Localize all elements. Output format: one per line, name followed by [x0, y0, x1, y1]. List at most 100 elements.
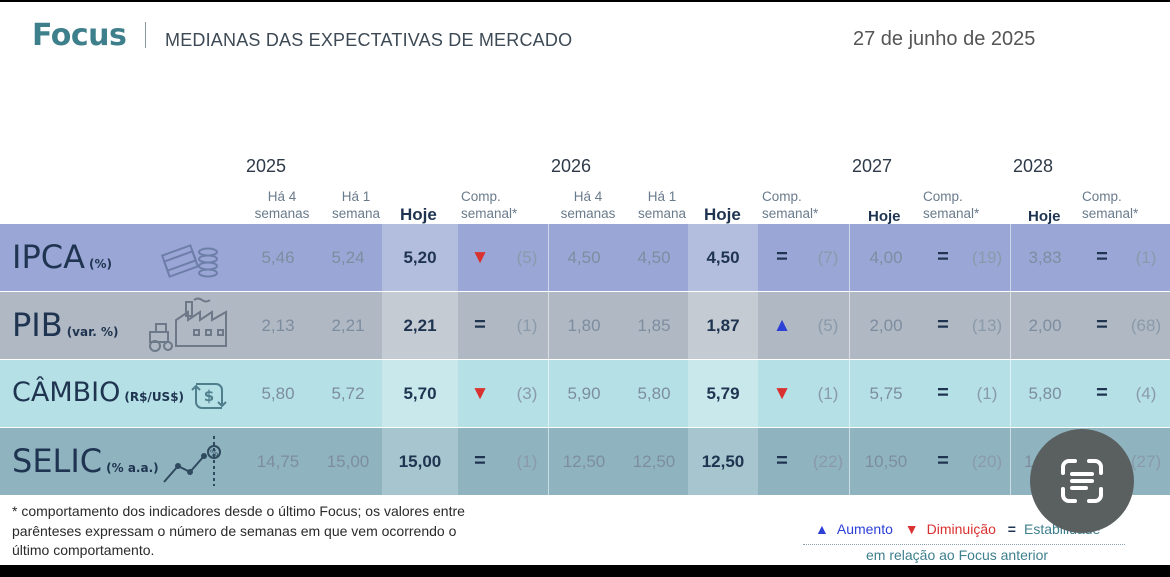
- report-date: 27 de junho de 2025: [853, 28, 1036, 50]
- trend-stable-icon: =: [776, 246, 788, 268]
- year-separator: [849, 224, 850, 291]
- value-weeks4-2026: 1,80: [567, 316, 601, 335]
- trend-stable-icon: =: [474, 314, 486, 336]
- value-weeks1-2026: 5,80: [637, 384, 671, 403]
- indicator-label: CÂMBIO (R$/US$): [12, 377, 185, 408]
- value-weeks1-2025: 15,00: [326, 452, 370, 471]
- header-weeks1-2025: Há 1 semana: [331, 189, 381, 221]
- rate-trend-icon: %: [163, 436, 221, 486]
- year-2026: 2026: [551, 156, 592, 176]
- legend-stable-icon: =: [1007, 521, 1016, 537]
- weeks-count-2026: (22): [812, 452, 844, 471]
- year-separator: [849, 360, 850, 427]
- year-separator: [849, 292, 850, 359]
- value-today-2025: 2,21: [403, 316, 437, 335]
- header-comp-2027: Comp. semanal*: [923, 189, 980, 221]
- trend-down-icon: ▼: [470, 383, 490, 404]
- trend-down-icon: ▼: [772, 383, 792, 404]
- indicator-row-pib: PIB (var. %) 2,13 2,21 2,21 = (1) 1,80 1,…: [0, 292, 1170, 359]
- today-band-2026: [688, 360, 758, 427]
- value-today-2025: 15,00: [398, 452, 442, 471]
- value-today-2026: 12,50: [701, 452, 745, 471]
- today-band-2026: [688, 292, 758, 359]
- value-today-2025: 5,20: [403, 248, 437, 267]
- value-today-2027: 5,75: [869, 384, 903, 403]
- header-comp-2026: Comp. semanal*: [762, 189, 819, 221]
- trend-stable-icon: =: [937, 450, 949, 472]
- today-band-2026: [688, 224, 758, 291]
- weeks-count-2025: (1): [516, 452, 538, 471]
- value-weeks1-2026: 4,50: [637, 248, 671, 267]
- lens-scan-icon: [1061, 459, 1103, 503]
- header-comp-2028: Comp. semanal*: [1082, 189, 1139, 221]
- legend-up-label: Aumento: [836, 521, 893, 537]
- currency-exchange-icon: $: [191, 383, 227, 409]
- weeks-count-2025: (5): [516, 248, 538, 267]
- focus-report: Focus MEDIANAS DAS EXPECTATIVAS DE MERCA…: [0, 2, 1170, 565]
- value-weeks4-2026: 4,50: [567, 248, 601, 267]
- header-today-2025: Hoje: [400, 205, 437, 224]
- year-separator: [548, 292, 549, 359]
- trend-down-icon: ▼: [470, 247, 490, 268]
- value-weeks1-2025: 5,24: [331, 248, 365, 267]
- today-band-2026: [688, 428, 758, 495]
- legend-down-icon: ▼: [904, 521, 919, 537]
- value-today-2028: 3,83: [1028, 248, 1062, 267]
- indicator-row-ipca: IPCA (%) 5,46 5,24 5,20 ▼ (5) 4,50 4,50 4…: [0, 224, 1170, 291]
- value-today-2027: 4,00: [869, 248, 903, 267]
- value-today-2027: 10,50: [864, 452, 908, 471]
- header-weeks1-2026: Há 1 semana: [637, 189, 687, 221]
- today-band-2025: [382, 224, 458, 291]
- value-today-2026: 4,50: [706, 248, 740, 267]
- indicator-label: SELIC (% a.a.): [12, 442, 159, 480]
- svg-text:%: %: [210, 449, 219, 459]
- header-divider: [145, 22, 146, 48]
- indicator-label: PIB (var. %): [12, 306, 119, 344]
- trend-up-icon: ▲: [772, 315, 792, 336]
- weeks-count-2026: (1): [817, 384, 839, 403]
- value-weeks1-2026: 12,50: [632, 452, 676, 471]
- lens-scan-button[interactable]: [1030, 429, 1134, 533]
- svg-text:$: $: [204, 387, 214, 405]
- legend-divider: [803, 544, 1125, 545]
- today-band-2025: [382, 428, 458, 495]
- weeks-count-2028: (1): [1135, 248, 1157, 267]
- footnote: * comportamento dos indicadores desde o …: [12, 503, 465, 558]
- value-weeks1-2025: 5,72: [331, 384, 365, 403]
- value-today-2025: 5,70: [403, 384, 437, 403]
- value-weeks1-2026: 1,85: [637, 316, 671, 335]
- weeks-count-2027: (1): [976, 384, 998, 403]
- weeks-count-2027: (20): [971, 452, 1003, 471]
- money-stack-icon: [160, 244, 218, 278]
- value-today-2026: 5,79: [706, 384, 740, 403]
- year-separator: [548, 428, 549, 495]
- weeks-count-2026: (7): [817, 248, 839, 267]
- header-today-2027: Hoje: [868, 208, 901, 225]
- year-separator: [1010, 292, 1011, 359]
- weeks-count-2025: (3): [516, 384, 538, 403]
- header-comp-2025: Comp. semanal*: [461, 189, 518, 221]
- weeks-count-2028: (27): [1130, 452, 1162, 471]
- indicator-row-selic: SELIC (% a.a.) % 14,75 15,00 15,00 = (1) …: [0, 428, 1170, 495]
- year-separator: [1010, 360, 1011, 427]
- year-2027: 2027: [852, 156, 893, 176]
- trend-stable-icon: =: [474, 450, 486, 472]
- weeks-count-2026: (5): [817, 316, 839, 335]
- value-weeks4-2026: 12,50: [562, 452, 606, 471]
- header-weeks4-2026: Há 4 semanas: [560, 189, 616, 221]
- weeks-count-2027: (19): [971, 248, 1003, 267]
- year-2028: 2028: [1013, 156, 1054, 176]
- indicator-row-cambio: CÂMBIO (R$/US$) $ 5,80 5,72 5,70 ▼ (3) 5,…: [0, 360, 1170, 427]
- header-today-2026: Hoje: [704, 205, 741, 224]
- year-separator: [1010, 224, 1011, 291]
- weeks-count-2025: (1): [516, 316, 538, 335]
- header-weeks4-2025: Há 4 semanas: [254, 189, 310, 221]
- today-band-2025: [382, 292, 458, 359]
- today-band-2025: [382, 360, 458, 427]
- weeks-count-2028: (68): [1130, 316, 1162, 335]
- legend-reference: em relação ao Focus anterior: [866, 547, 1049, 563]
- year-separator: [548, 224, 549, 291]
- value-weeks4-2025: 2,13: [261, 316, 295, 335]
- trend-stable-icon: =: [1096, 382, 1108, 404]
- year-separator: [849, 428, 850, 495]
